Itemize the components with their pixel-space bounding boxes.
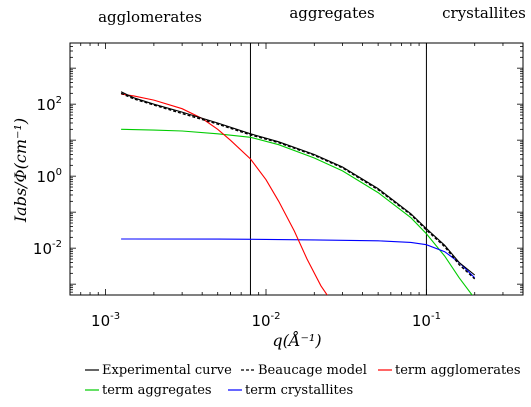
region-dividers: [249, 43, 427, 295]
y-axis-label: Iabs/Φ(cm⁻¹): [11, 118, 30, 223]
series-experimental-curve: [120, 91, 476, 276]
y-tick-labels: 10-2 100 102: [33, 95, 62, 258]
region-labels: agglomerates aggregates crystallites: [98, 4, 526, 26]
legend-label: Experimental curve: [102, 363, 232, 378]
legend-label: term agglomerates: [395, 363, 521, 378]
region-label-aggregates: aggregates: [289, 4, 374, 22]
legend-label: term crystallites: [245, 383, 353, 398]
legend-label: term aggregates: [102, 383, 212, 398]
axis-ticks: [69, 42, 524, 296]
legend: Experimental curve Beaucage model term agg…: [85, 363, 521, 398]
x-tick-label: 10-2: [251, 311, 280, 330]
region-label-agglomerates: agglomerates: [98, 8, 202, 26]
y-tick-label: 10-2: [33, 239, 62, 258]
series-layer: [120, 91, 476, 295]
series-term-aggregates: [121, 128, 473, 295]
x-axis-label: q(Å⁻¹): [272, 330, 321, 350]
legend-label: Beaucage model: [258, 363, 367, 378]
x-tick-label: 10-1: [412, 311, 441, 330]
y-tick-label: 102: [37, 95, 62, 114]
x-tick-label: 10-3: [91, 311, 120, 330]
series-term-crystallites: [121, 238, 476, 279]
y-tick-label: 100: [37, 167, 62, 186]
plot-frame: [69, 42, 524, 296]
series-beaucage-model: [120, 92, 476, 280]
plot-area: [69, 42, 524, 296]
x-tick-labels: 10-3 10-2 10-1: [91, 311, 441, 330]
series-term-agglomerates: [121, 93, 328, 295]
region-label-crystallites: crystallites: [442, 4, 526, 22]
